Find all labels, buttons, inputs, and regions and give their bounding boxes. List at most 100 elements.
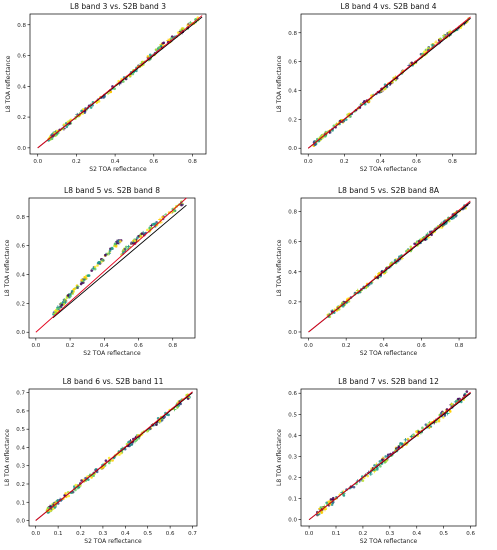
scatter-point: [384, 87, 387, 90]
scatter-point: [383, 460, 387, 464]
scatter-point: [93, 265, 97, 269]
scatter-point: [151, 223, 155, 226]
scatter-point: [97, 100, 101, 103]
scatter-point: [439, 411, 443, 415]
x-tick-label: 0.1: [332, 531, 341, 537]
scatter-point: [180, 203, 183, 207]
scatter-point: [456, 397, 460, 401]
x-tick-label: 0.6: [166, 531, 175, 537]
scatter-point: [434, 40, 438, 44]
x-tick-label: 0.6: [412, 159, 421, 165]
scatter-point: [450, 402, 453, 406]
x-tick-label: 0.2: [76, 531, 85, 537]
scatter-point: [60, 303, 64, 307]
y-tick-label: 0.6: [16, 409, 25, 415]
x-tick-label: 0.3: [99, 531, 108, 537]
scatter-point: [90, 269, 93, 272]
scatter-point: [344, 118, 348, 121]
y-tick-label: 0.2: [288, 476, 297, 482]
scatter-point: [93, 267, 97, 271]
y-tick-label: 0.0: [288, 146, 297, 152]
panel-6: L8 band 7 vs. S2B band 12 0.0 0.1 0.2 0.3 0.4…: [276, 377, 477, 545]
y-tick-label: 0.6: [16, 244, 25, 250]
scatter-point: [179, 28, 183, 32]
fit-line: [37, 15, 203, 149]
scatter-point: [439, 37, 442, 41]
x-tick-label: 0.0: [304, 343, 313, 349]
scatter-point: [158, 419, 162, 423]
scatter-point: [448, 410, 452, 413]
scatter-point: [158, 217, 162, 222]
scatter-point: [102, 465, 105, 469]
scatter-point: [113, 87, 116, 91]
scatter-point: [421, 426, 424, 430]
x-axis-label: S2 TOA reflectance: [89, 166, 147, 173]
scatter-point: [64, 492, 67, 495]
x-axis-label: S2 TOA reflectance: [83, 350, 141, 357]
fit-line: [308, 391, 471, 521]
scatter-point: [367, 100, 371, 103]
panel-5: L8 band 6 vs. S2B band 11 0.0 0.1 0.2 0.3 0.4…: [4, 377, 197, 545]
y-tick-label: 0.4: [16, 272, 25, 278]
scatter-point: [378, 460, 382, 463]
y-tick-label: 0.4: [288, 270, 297, 276]
scatter-point: [465, 390, 469, 393]
x-tick-label: 0.6: [149, 159, 158, 165]
x-tick-label: 0.0: [304, 159, 313, 165]
scatter-point: [74, 483, 78, 487]
y-tick-label: 0.2: [288, 117, 297, 123]
scatter-point: [51, 507, 55, 511]
y-tick-label: 0.1: [288, 497, 297, 503]
x-tick-label: 0.2: [66, 343, 75, 349]
panel-title: L8 band 4 vs. S2B band 4: [341, 2, 437, 11]
scatter-point: [316, 513, 319, 517]
x-axis-label: S2 TOA reflectance: [360, 350, 418, 357]
y-tick-label: 0.8: [288, 210, 297, 216]
x-tick-label: 0.5: [439, 531, 448, 537]
y-tick-label: 0.5: [288, 412, 297, 418]
scatter-point: [409, 434, 414, 439]
y-tick-label: 0.8: [16, 215, 25, 221]
scatter-point: [140, 232, 144, 235]
y-axis-label: L8 TOA reflectance: [276, 55, 283, 112]
scatter-point: [72, 287, 76, 291]
x-tick-label: 0.8: [168, 343, 177, 349]
scatter-point: [155, 220, 158, 224]
scatter-point: [409, 245, 413, 249]
scatter-point: [69, 292, 72, 296]
scatter-point: [86, 274, 90, 277]
scatter-point: [352, 485, 356, 489]
scatter-point: [379, 464, 382, 468]
scatter-point: [136, 236, 139, 240]
y-tick-label: 0.3: [16, 464, 25, 470]
scatter-point: [437, 419, 441, 423]
y-tick-label: 0.5: [16, 427, 25, 433]
y-axis-label: L8 TOA reflectance: [4, 429, 11, 486]
scatter-point: [170, 37, 173, 40]
scatter-point: [104, 459, 108, 462]
x-tick-label: 0.1: [54, 531, 63, 537]
axes-frame: [28, 197, 196, 339]
y-tick-label: 0.0: [17, 146, 26, 152]
scatter-point: [373, 464, 376, 467]
y-axis-label: L8 TOA reflectance: [4, 239, 11, 296]
scatter-point: [126, 244, 131, 249]
scatter-point: [349, 115, 352, 118]
panel-title: L8 band 6 vs. S2B band 11: [63, 377, 164, 386]
scatter-point: [403, 438, 408, 442]
scatter-points: [52, 200, 184, 316]
fit-line: [35, 391, 193, 521]
fit-line: [307, 16, 471, 149]
scatter-point: [324, 507, 328, 510]
x-tick-label: 0.0: [305, 531, 314, 537]
panel-title: L8 band 3 vs. S2B band 3: [70, 2, 166, 11]
scatter-point: [146, 228, 149, 232]
x-tick-label: 0.4: [111, 159, 120, 165]
y-axis-label: L8 TOA reflectance: [276, 429, 283, 486]
x-tick-label: 0.6: [466, 531, 475, 537]
scatter-point: [154, 48, 158, 51]
scatter-point: [453, 400, 458, 404]
panel-title: L8 band 5 vs. S2B band 8: [64, 186, 160, 195]
scatter-point: [329, 498, 333, 501]
panel-3: L8 band 5 vs. S2B band 8 0.0 0.2 0.4 0.6 0.8 0…: [4, 186, 196, 357]
